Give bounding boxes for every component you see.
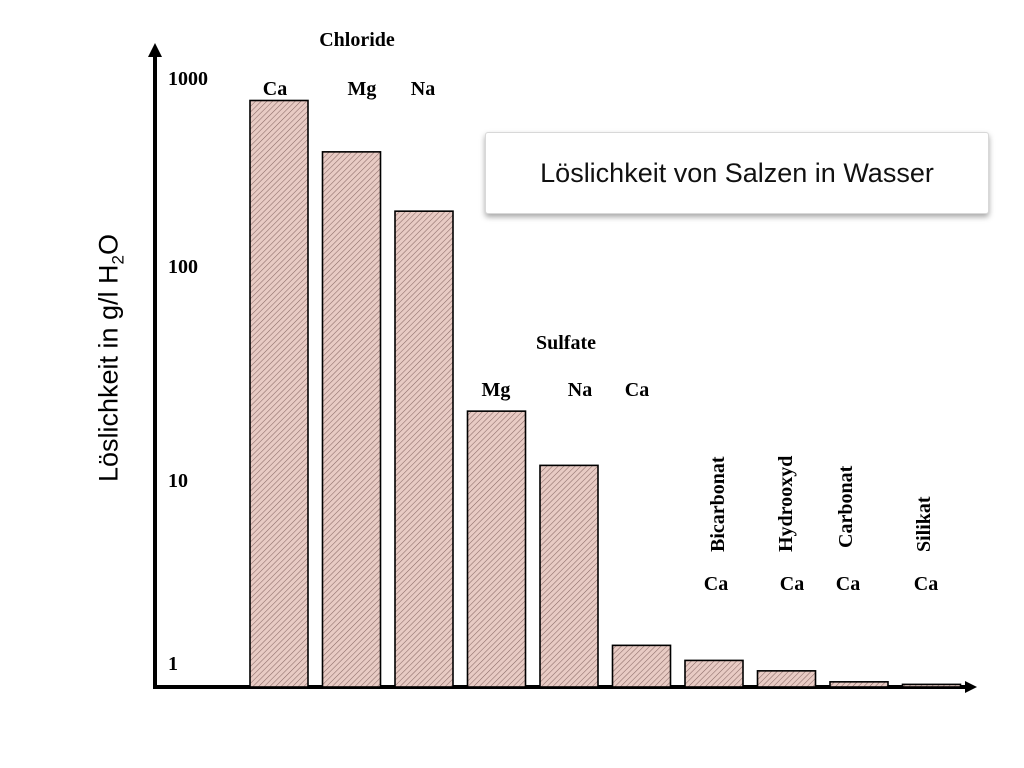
- group-label-silikat: Silikat: [913, 496, 935, 552]
- chart-title: Löslichkeit von Salzen in Wasser: [485, 132, 989, 214]
- bar-chloride-na: [394, 210, 454, 688]
- y-axis-label-text: Löslichkeit in g/l H: [93, 264, 124, 483]
- bar-label-chloride-ca: Ca: [263, 78, 287, 100]
- bar-label-bicarbonat-ca: Ca: [704, 573, 728, 595]
- bar-label-sulfate-mg: Mg: [482, 379, 511, 401]
- y-tick-labels: 1000 100 10 1: [168, 68, 208, 675]
- bar-chloride-ca: [249, 99, 309, 688]
- y-axis-label-suffix: O: [93, 233, 124, 255]
- bar-label-silikat-ca: Ca: [914, 573, 938, 595]
- bar-labels: Chloride Ca Mg Na Sulfate Mg Na Ca Bicarbonat Ca H…: [263, 29, 938, 595]
- group-label-chloride: Chloride: [319, 29, 395, 51]
- bar-sulfate-mg: [466, 410, 527, 688]
- bar-silikat-ca: [901, 683, 962, 688]
- y-tick-label-10: 10: [168, 470, 188, 492]
- group-label-bicarbonat: Bicarbonat: [707, 456, 729, 552]
- bars: [249, 99, 962, 688]
- bar-label-carbonat-ca: Ca: [836, 573, 860, 595]
- y-tick-label-1000: 1000: [168, 68, 208, 90]
- bar-chloride-mg: [321, 151, 382, 688]
- y-axis-label: Löslichkeit in g/l H2O: [93, 234, 128, 482]
- bar-bicarbonat-ca: [684, 659, 744, 688]
- group-label-sulfate: Sulfate: [536, 332, 596, 354]
- bar-sulfate-ca: [611, 644, 672, 688]
- bar-label-hydrooxyd-ca: Ca: [780, 573, 804, 595]
- y-tick-label-1: 1: [168, 653, 178, 675]
- y-tick-label-100: 100: [168, 256, 198, 278]
- bar-label-sulfate-na: Na: [568, 379, 592, 401]
- x-axis-arrowhead: [965, 681, 977, 693]
- bar-carbonat-ca: [829, 681, 889, 688]
- bar-sulfate-na: [539, 464, 599, 688]
- bar-label-sulfate-ca: Ca: [625, 379, 649, 401]
- group-label-hydrooxyd: Hydrooxyd: [775, 456, 797, 552]
- bar-label-chloride-na: Na: [411, 78, 435, 100]
- y-axis-label-subscript: 2: [108, 254, 128, 265]
- bar-hydrooxyd-ca: [756, 670, 817, 688]
- bar-label-chloride-mg: Mg: [348, 78, 377, 100]
- group-label-carbonat: Carbonat: [835, 465, 857, 548]
- y-axis-arrowhead: [148, 43, 162, 57]
